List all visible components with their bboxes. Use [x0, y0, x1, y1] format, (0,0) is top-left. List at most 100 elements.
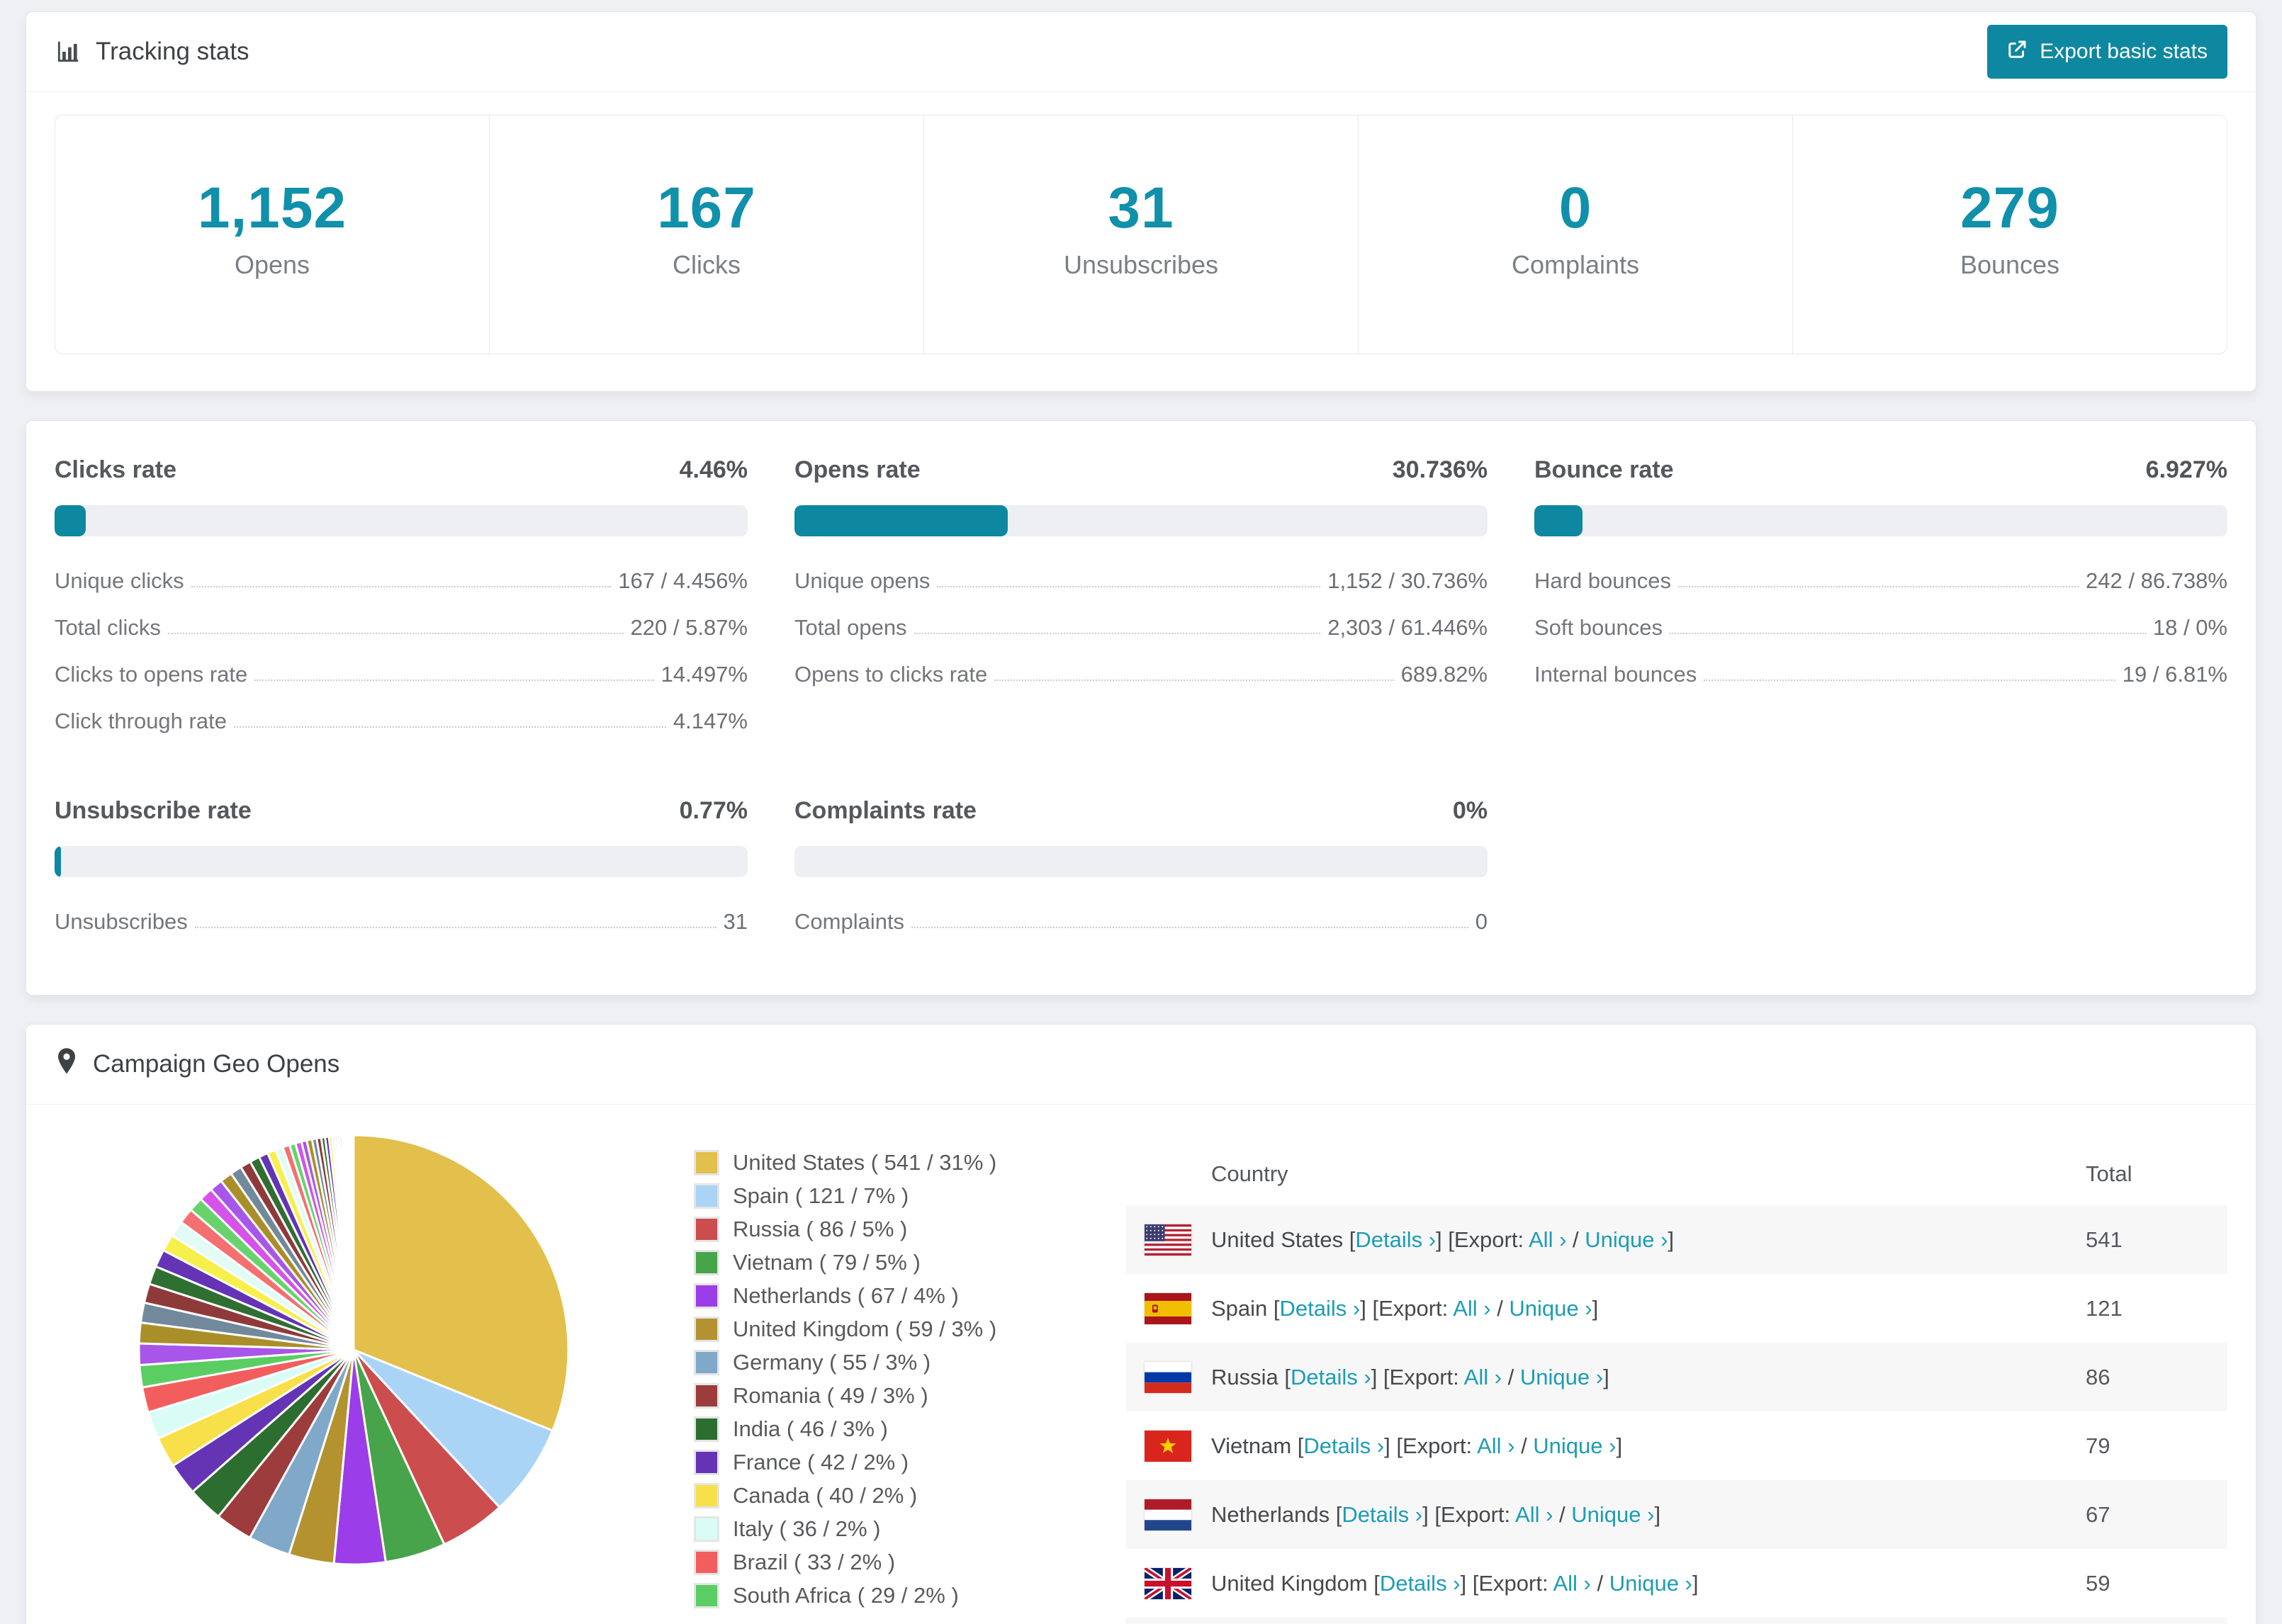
progress-bar-track [1534, 505, 2227, 536]
dotted-leader [1704, 680, 2115, 681]
legend-item-spain[interactable]: Spain ( 121 / 7% ) [694, 1183, 1126, 1209]
legend-item-brazil[interactable]: Brazil ( 33 / 2% ) [694, 1550, 1126, 1575]
details-link[interactable]: Details › [1291, 1364, 1371, 1389]
geo-row-total: 86 [2086, 1364, 2110, 1389]
vn-flag-icon [1145, 1430, 1191, 1462]
summary-cell-opens: 1,152 Opens [55, 115, 490, 354]
export-unique-link[interactable]: Unique › [1519, 1364, 1604, 1389]
legend-item-netherlands[interactable]: Netherlands ( 67 / 4% ) [694, 1283, 1126, 1309]
total-column-header: Total [2086, 1161, 2132, 1186]
progress-bar-track [794, 505, 1488, 536]
export-all-link[interactable]: All › [1453, 1295, 1491, 1321]
gb-flag-icon [1145, 1567, 1191, 1599]
export-unique-link[interactable]: Unique › [1585, 1227, 1668, 1252]
export-all-link[interactable]: All › [1529, 1227, 1567, 1252]
export-all-link[interactable]: All › [1515, 1501, 1553, 1527]
rate-row: Total opens 2,303 / 61.446% [794, 615, 1488, 640]
export-unique-link[interactable]: Unique › [1533, 1433, 1617, 1458]
dotted-leader [191, 586, 612, 587]
details-link[interactable]: Details › [1279, 1295, 1361, 1321]
legend-item-france[interactable]: France ( 42 / 2% ) [694, 1450, 1126, 1475]
export-all-link[interactable]: All › [1463, 1364, 1502, 1389]
summary-label: Bounces [1960, 250, 2060, 279]
legend-swatch [694, 1316, 719, 1342]
legend-item-germany[interactable]: Germany ( 55 / 3% ) [694, 1350, 1126, 1375]
legend-label: Vietnam ( 79 / 5% ) [733, 1250, 921, 1275]
summary-cell-clicks: 167 Clicks [490, 115, 924, 354]
geo-table-row-netherlands: Netherlands [Details ›] [Export: All › /… [1126, 1480, 2227, 1549]
geo-row-text: Vietnam [Details ›] [Export: All › / Uni… [1211, 1433, 1623, 1458]
geo-table-row-spain: Spain [Details ›] [Export: All › / Uniqu… [1126, 1274, 2227, 1343]
rate-panel-opens-rate: Opens rate 30.736% Unique opens 1,152 / … [794, 456, 1488, 745]
rates-card: Clicks rate 4.46% Unique clicks 167 / 4.… [26, 420, 2256, 996]
geo-row-total: 79 [2086, 1433, 2110, 1458]
dotted-leader [994, 680, 1394, 681]
tracking-stats-card: Tracking stats Export basic stats 1,152 … [26, 11, 2256, 392]
geo-row-total: 67 [2086, 1501, 2110, 1527]
geo-opens-card: Campaign Geo Opens United States ( 541 /… [26, 1024, 2256, 1624]
legend-label: Brazil ( 33 / 2% ) [733, 1550, 896, 1574]
legend-item-russia[interactable]: Russia ( 86 / 5% ) [694, 1217, 1126, 1242]
ru-flag-icon [1145, 1361, 1191, 1393]
rate-panel-clicks-rate: Clicks rate 4.46% Unique clicks 167 / 4.… [55, 456, 748, 745]
progress-bar-track [55, 846, 748, 877]
geo-table-row-united-kingdom: United Kingdom [Details ›] [Export: All … [1126, 1549, 2227, 1618]
details-link[interactable]: Details › [1379, 1570, 1461, 1596]
dotted-leader [911, 927, 1468, 928]
rate-row: Unique clicks 167 / 4.456% [55, 568, 748, 593]
geo-row-text: United States [Details ›] [Export: All ›… [1211, 1227, 1675, 1252]
geo-opens-title-wrap: Campaign Geo Opens [55, 1047, 339, 1082]
geo-row-text: Russia [Details ›] [Export: All › / Uniq… [1211, 1364, 1609, 1389]
export-unique-link[interactable]: Unique › [1509, 1295, 1592, 1321]
bar-chart-icon [55, 38, 82, 65]
geo-pie-chart [55, 1122, 694, 1624]
country-column-header: Country [1211, 1161, 1288, 1186]
rate-row: Opens to clicks rate 689.82% [794, 662, 1488, 687]
es-flag-icon [1145, 1292, 1191, 1324]
rate-row: Unique opens 1,152 / 30.736% [794, 568, 1488, 593]
pie-slice-united-states[interactable] [352, 1134, 570, 1432]
progress-bar-fill [1534, 505, 1583, 536]
geo-row-text: Netherlands [Details ›] [Export: All › /… [1211, 1501, 1661, 1527]
rate-rows: Complaints 0 [794, 898, 1488, 945]
rate-head: Bounce rate 6.927% [1534, 456, 2227, 483]
export-unique-link[interactable]: Unique › [1609, 1570, 1692, 1596]
rate-row: Clicks to opens rate 14.497% [55, 662, 748, 687]
legend-item-vietnam[interactable]: Vietnam ( 79 / 5% ) [694, 1250, 1126, 1275]
pie-slice-spain[interactable] [352, 1348, 554, 1509]
pie-slice-other[interactable] [352, 1134, 355, 1351]
rate-rows: Unsubscribes 31 [55, 898, 748, 945]
export-basic-stats-button[interactable]: Export basic stats [1987, 25, 2227, 79]
geo-body: United States ( 541 / 31% ) Spain ( 121 … [55, 1105, 2227, 1624]
legend-item-south-africa[interactable]: South Africa ( 29 / 2% ) [694, 1583, 1126, 1608]
dotted-leader [194, 927, 716, 928]
legend-label: Italy ( 36 / 2% ) [733, 1516, 881, 1541]
geo-row-total: 121 [2086, 1295, 2123, 1321]
details-link[interactable]: Details › [1355, 1227, 1437, 1252]
summary-value: 279 [1960, 176, 2059, 240]
export-unique-link[interactable]: Unique › [1571, 1501, 1655, 1527]
legend-label: India ( 46 / 3% ) [733, 1416, 888, 1441]
geo-row-text: United Kingdom [Details ›] [Export: All … [1211, 1570, 1699, 1596]
legend-swatch [694, 1250, 719, 1275]
dotted-leader [233, 726, 666, 728]
geo-table-header: Country Total [1126, 1143, 2227, 1205]
legend-item-canada[interactable]: Canada ( 40 / 2% ) [694, 1483, 1126, 1509]
legend-label: France ( 42 / 2% ) [733, 1450, 909, 1474]
legend-swatch [694, 1383, 719, 1409]
rate-row: Total clicks 220 / 5.87% [55, 615, 748, 640]
legend-item-india[interactable]: India ( 46 / 3% ) [694, 1416, 1126, 1442]
export-all-link[interactable]: All › [1553, 1570, 1591, 1596]
details-link[interactable]: Details › [1342, 1501, 1423, 1527]
export-all-link[interactable]: All › [1477, 1433, 1515, 1458]
export-icon [2007, 38, 2028, 65]
legend-item-italy[interactable]: Italy ( 36 / 2% ) [694, 1516, 1126, 1542]
legend-item-united-kingdom[interactable]: United Kingdom ( 59 / 3% ) [694, 1316, 1126, 1342]
details-link[interactable]: Details › [1303, 1433, 1385, 1458]
legend-item-romania[interactable]: Romania ( 49 / 3% ) [694, 1383, 1126, 1409]
geo-table-row-russia: Russia [Details ›] [Export: All › / Uniq… [1126, 1343, 2227, 1411]
legend-swatch [694, 1217, 719, 1242]
legend-item-united-states[interactable]: United States ( 541 / 31% ) [694, 1150, 1126, 1175]
summary-value: 31 [1108, 176, 1174, 240]
